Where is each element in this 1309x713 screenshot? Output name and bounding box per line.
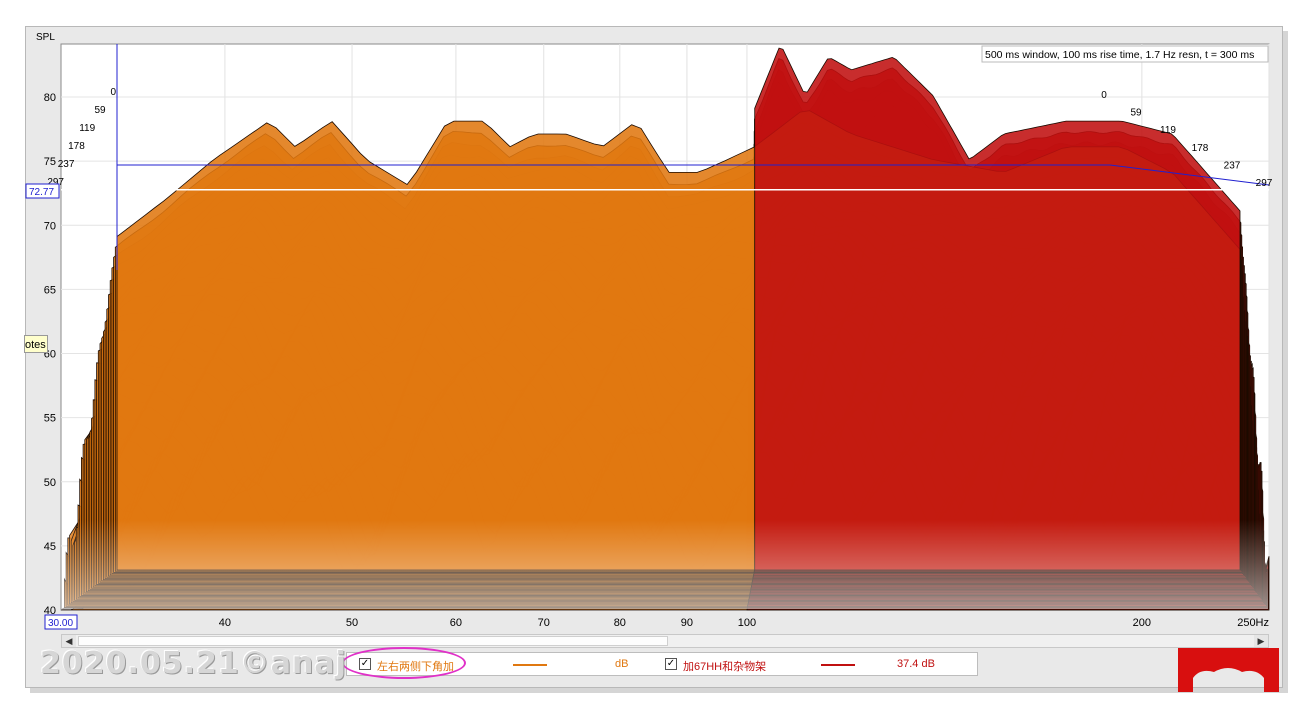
y-tick-label: 70 xyxy=(44,220,56,232)
time-tick-label-right: 237 xyxy=(1224,160,1241,171)
time-tick-label-right: 119 xyxy=(1160,125,1176,136)
time-axis-ticks: 0 0 59 59 119 119 178 178 237 237 297 297 xyxy=(47,87,1272,189)
y-tick-label: 80 xyxy=(44,92,56,104)
x-tick-label: 50 xyxy=(346,617,358,629)
x-tick-label: 250Hz xyxy=(1237,617,1269,629)
info-text: 500 ms window, 100 ms rise time, 1.7 Hz … xyxy=(985,49,1254,61)
legend-highlight-ellipse xyxy=(342,647,466,679)
cursor-lines xyxy=(61,44,1270,270)
floor-fade xyxy=(62,520,1268,609)
x-tick-label: 60 xyxy=(450,617,462,629)
x-start-box: 30.00 xyxy=(44,614,78,630)
notes-tab-text: otes xyxy=(25,339,46,351)
legend-item-1-value: dB xyxy=(615,658,629,670)
cursor-value-box: 72.77 xyxy=(25,183,60,199)
y-tick-label: 40 xyxy=(44,605,56,617)
logo-icon xyxy=(1178,648,1279,692)
y-tick-label: 45 xyxy=(44,541,56,553)
y-tick-label: 65 xyxy=(44,284,56,296)
legend-item-2-name: 加67HH和杂物架 xyxy=(683,661,767,673)
horizontal-scrollbar[interactable]: ◀ ▶ xyxy=(61,634,1269,648)
x-axis-ticks: 40 50 60 70 80 90 100 200 250Hz xyxy=(219,617,1269,629)
legend-item-2-swatch xyxy=(821,664,855,666)
cursor-back-line xyxy=(117,164,1270,186)
y-tick-label: 75 xyxy=(44,156,56,168)
x-tick-label: 200 xyxy=(1133,617,1151,629)
y-axis-label: SPL xyxy=(36,32,55,43)
time-tick-label-left: 237 xyxy=(58,159,75,170)
legend-item-2-checkbox[interactable]: ✓ xyxy=(665,658,677,670)
x-tick-label: 80 xyxy=(614,617,626,629)
time-tick-label-right: 59 xyxy=(1130,108,1142,119)
x-tick-label: 90 xyxy=(681,617,693,629)
x-start-value: 30.00 xyxy=(48,618,73,629)
y-tick-label: 55 xyxy=(44,413,56,425)
y-tick-label: 50 xyxy=(44,477,56,489)
time-tick-label-left: 178 xyxy=(68,141,85,152)
scroll-left-icon[interactable]: ◀ xyxy=(62,635,76,647)
x-tick-label: 40 xyxy=(219,617,231,629)
x-tick-label: 70 xyxy=(538,617,550,629)
time-tick-label-left: 59 xyxy=(94,105,106,116)
time-tick-label-right: 0 xyxy=(1101,90,1107,101)
info-box: 500 ms window, 100 ms rise time, 1.7 Hz … xyxy=(981,45,1269,63)
waterfall-slices xyxy=(61,47,1270,611)
time-tick-label-right: 178 xyxy=(1192,143,1209,154)
slice-series-2 xyxy=(754,47,1241,571)
legend-item-2-value: 37.4 dB xyxy=(897,658,935,670)
cursor-value: 72.77 xyxy=(29,187,54,198)
watermark: 2020.05.21©anaj xyxy=(40,646,347,681)
time-tick-label-left: 119 xyxy=(79,123,95,134)
time-tick-label-left: 297 xyxy=(47,177,64,188)
time-tick-label-left: 0 xyxy=(110,87,116,98)
scroll-right-icon[interactable]: ▶ xyxy=(1254,635,1268,647)
legend-item-1-swatch xyxy=(513,664,547,666)
scroll-thumb[interactable] xyxy=(78,636,668,646)
x-tick-label: 100 xyxy=(738,617,756,629)
notes-tab[interactable]: otes xyxy=(24,335,48,353)
time-tick-label-right: 297 xyxy=(1256,178,1273,189)
